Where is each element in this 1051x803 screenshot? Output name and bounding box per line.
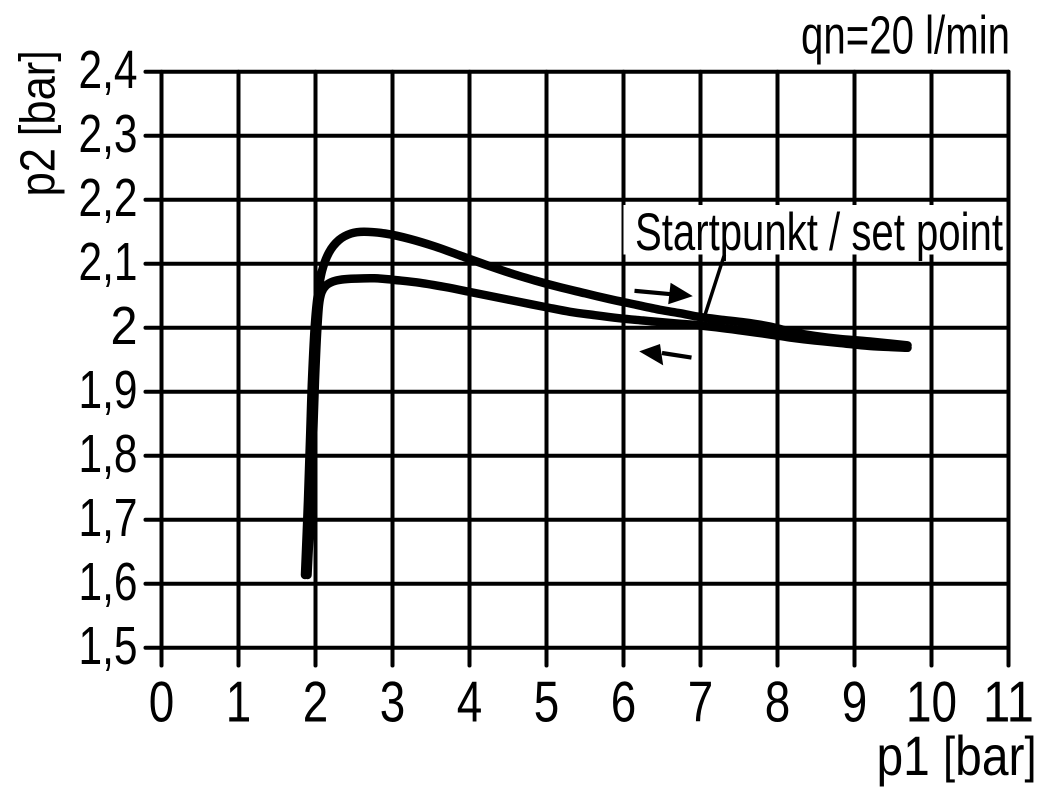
svg-text:qn=20 l/min: qn=20 l/min [801,7,1010,66]
svg-text:1: 1 [226,671,252,735]
svg-text:8: 8 [765,671,791,735]
svg-text:1,8: 1,8 [79,425,138,484]
svg-text:7: 7 [688,671,714,735]
svg-text:2: 2 [111,297,138,356]
svg-text:10: 10 [906,671,957,735]
svg-text:Startpunkt / set point: Startpunkt / set point [635,203,1003,262]
svg-text:2: 2 [303,671,329,735]
svg-text:1,9: 1,9 [79,361,138,420]
svg-text:2,2: 2,2 [79,169,138,228]
svg-text:5: 5 [534,671,560,735]
svg-text:4: 4 [457,671,483,735]
svg-text:0: 0 [149,671,175,735]
svg-text:1,6: 1,6 [79,553,138,612]
svg-text:2,4: 2,4 [79,41,138,100]
svg-text:1,7: 1,7 [79,489,138,548]
svg-text:1,5: 1,5 [79,617,138,676]
svg-text:11: 11 [983,671,1034,735]
svg-text:p1 [bar]: p1 [bar] [877,725,1037,787]
svg-text:3: 3 [380,671,406,735]
svg-text:2,1: 2,1 [79,233,138,292]
svg-text:9: 9 [842,671,868,735]
svg-text:6: 6 [611,671,637,735]
svg-text:2,3: 2,3 [79,105,138,164]
svg-text:p2 [bar]: p2 [bar] [9,50,65,196]
